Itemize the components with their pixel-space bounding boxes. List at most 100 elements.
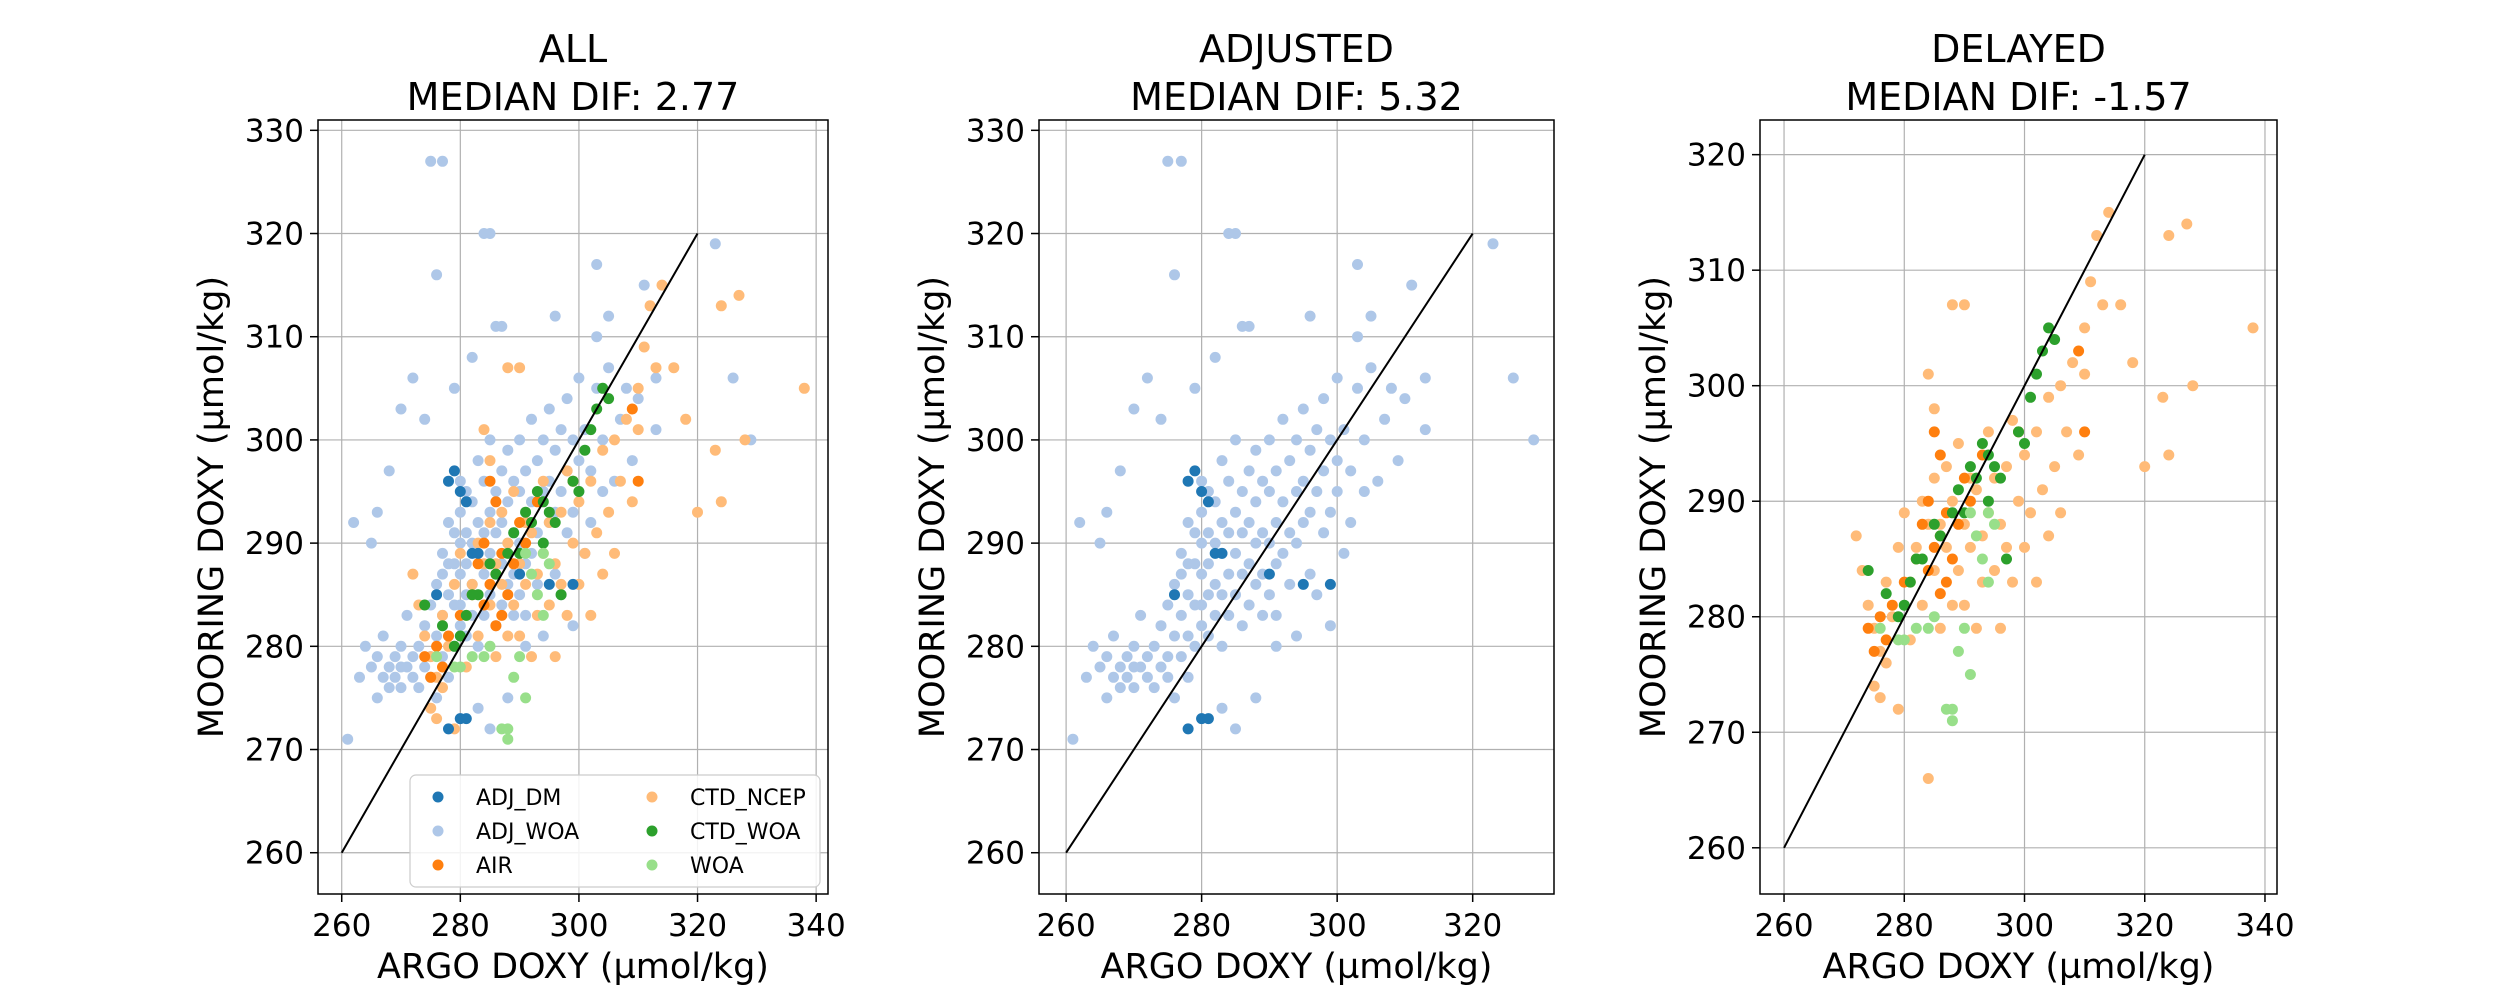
point-woa: [537, 609, 549, 621]
point-adj-woa: [359, 640, 371, 652]
point-ctd-ncep: [709, 444, 721, 456]
point-adj-woa: [484, 228, 496, 239]
point-ctd-ncep: [2163, 449, 2175, 461]
point-ctd-ncep: [2007, 576, 2018, 588]
point-adj-woa: [1318, 465, 1330, 477]
point-adj-woa: [626, 455, 638, 467]
y-tick-label: 270: [966, 733, 1025, 769]
point-ctd-woa: [1862, 565, 1874, 576]
x-tick-label: 340: [2235, 908, 2294, 944]
point-air: [1946, 553, 1958, 565]
point-woa: [1898, 634, 1910, 646]
point-air: [1934, 449, 1946, 461]
point-adj-woa: [1243, 599, 1255, 611]
point-adj-woa: [549, 444, 561, 456]
legend-marker-ctd-ncep: [646, 791, 658, 803]
point-adj-woa: [454, 537, 466, 549]
point-air: [1922, 495, 1934, 507]
point-adj-woa: [484, 547, 496, 559]
point-adj-woa: [1196, 506, 1208, 518]
point-ctd-ncep: [502, 537, 514, 549]
point-ctd-ncep: [1922, 368, 1934, 380]
legend: ADJ_DM ADJ_WOA AIR CTD_NCEP CTD_WOA WOA: [409, 774, 821, 888]
point-ctd-ncep: [715, 496, 727, 508]
point-ctd-ncep: [579, 547, 591, 559]
point-adj-woa: [1331, 372, 1343, 384]
point-adj-woa: [1230, 228, 1241, 239]
y-axis-label: MOORING DOXY (µmol/kg): [1634, 276, 1674, 738]
point-ctd-woa: [2013, 426, 2024, 438]
point-adj-woa: [1324, 434, 1336, 446]
point-adj-woa: [650, 372, 662, 384]
point-adj-woa: [1263, 434, 1275, 446]
point-adj-woa: [1230, 506, 1241, 518]
point-adj-woa: [520, 465, 532, 477]
point-adj-woa: [1209, 351, 1221, 363]
point-ctd-ncep: [567, 537, 579, 549]
one-to-one-line: [340, 233, 699, 854]
point-adj-woa: [1162, 671, 1174, 683]
point-ctd-ncep: [668, 362, 680, 374]
point-ctd-woa: [543, 506, 555, 518]
point-air: [1874, 611, 1886, 623]
point-ctd-woa: [1952, 484, 1964, 496]
point-ctd-ncep: [537, 475, 549, 487]
point-air: [1868, 645, 1880, 657]
point-adj-woa: [1169, 269, 1180, 281]
point-ctd-woa: [1928, 518, 1940, 530]
point-adj-woa: [1202, 527, 1214, 539]
point-adj-woa: [632, 393, 644, 405]
point-ctd-ncep: [407, 568, 419, 580]
point-adj-woa: [1216, 455, 1228, 467]
point-air: [1928, 426, 1940, 438]
point-ctd-ncep: [650, 362, 662, 374]
point-ctd-ncep: [448, 578, 460, 590]
point-adj-woa: [603, 362, 615, 374]
point-ctd-ncep: [2031, 576, 2042, 588]
x-tick-label: 320: [2115, 908, 2174, 944]
point-adj-woa: [1257, 475, 1269, 487]
point-ctd-ncep: [597, 568, 609, 580]
point-ctd-woa: [508, 527, 520, 539]
y-tick-label: 260: [245, 836, 304, 872]
point-ctd-ncep: [626, 496, 638, 508]
point-ctd-woa: [555, 589, 567, 601]
point-adj-dm: [514, 568, 526, 580]
point-adj-woa: [1074, 517, 1086, 528]
point-adj-woa: [502, 692, 514, 704]
point-adj-woa: [1243, 320, 1255, 332]
point-air: [490, 620, 502, 632]
point-adj-woa: [1331, 486, 1343, 497]
legend-marker-adj-dm: [432, 791, 444, 803]
point-adj-woa: [1114, 682, 1126, 694]
point-adj-dm: [1182, 475, 1194, 487]
y-tick-label: 300: [1687, 369, 1746, 405]
point-adj-woa: [1406, 279, 1418, 291]
point-adj-woa: [1419, 424, 1431, 436]
point-air: [1928, 541, 1940, 553]
point-adj-woa: [1297, 403, 1309, 415]
point-adj-woa: [1385, 382, 1397, 394]
point-adj-woa: [1257, 527, 1269, 539]
point-adj-woa: [1196, 568, 1208, 580]
point-woa: [431, 651, 443, 663]
x-axis-label: ARGO DOXY (µmol/kg): [1101, 947, 1493, 987]
point-adj-woa: [1318, 527, 1330, 539]
point-adj-woa: [1169, 692, 1180, 704]
point-adj-woa: [1216, 702, 1228, 714]
x-tick-label: 260: [1037, 908, 1096, 944]
point-air: [1916, 518, 1928, 530]
point-adj-woa: [1121, 671, 1133, 683]
point-adj-woa: [448, 527, 460, 539]
point-ctd-ncep: [2127, 357, 2139, 369]
legend-label: ADJ_WOA: [476, 820, 579, 845]
point-adj-woa: [1270, 465, 1282, 477]
point-adj-woa: [1189, 558, 1201, 570]
point-adj-woa: [1250, 444, 1262, 456]
point-adj-woa: [1419, 372, 1431, 384]
point-adj-woa: [1236, 568, 1248, 580]
legend-marker-ctd-woa: [646, 825, 658, 837]
point-ctd-woa: [454, 630, 466, 642]
point-adj-woa: [597, 434, 609, 446]
